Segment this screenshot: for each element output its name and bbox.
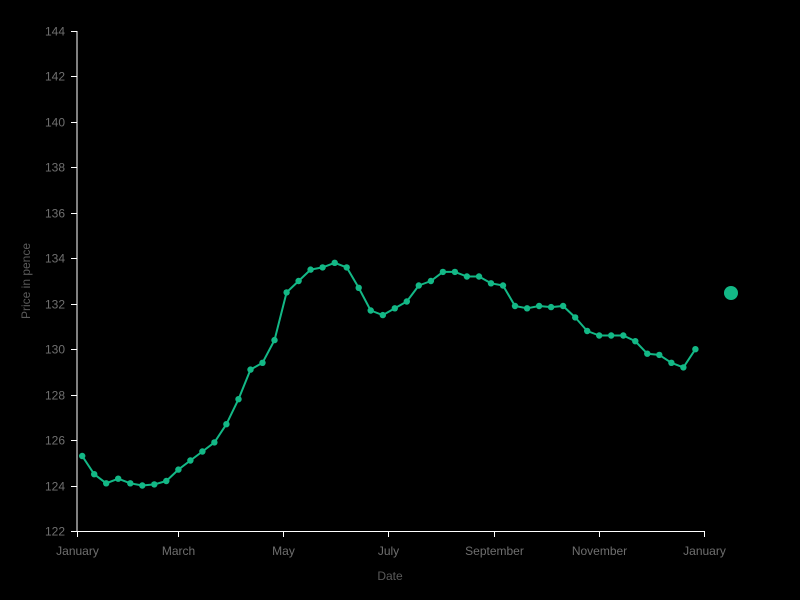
data-point (127, 480, 134, 487)
x-tick-label: January (683, 544, 726, 558)
data-point (319, 264, 326, 271)
data-point (632, 338, 639, 345)
y-axis-title: Price in pence (19, 243, 33, 319)
data-point (668, 359, 675, 366)
data-point (403, 298, 410, 305)
data-point (139, 482, 146, 489)
data-point (79, 452, 86, 460)
data-point (463, 273, 471, 280)
data-point (283, 289, 290, 296)
legend-marker (724, 286, 738, 300)
y-tick-label: 142 (45, 70, 65, 84)
data-point (620, 332, 627, 339)
data-point (271, 336, 278, 344)
data-point (475, 273, 483, 280)
y-tick-label: 140 (45, 116, 65, 130)
y-tick-label: 138 (45, 161, 65, 175)
y-tick-label: 122 (45, 525, 65, 539)
x-axis-title: Date (377, 569, 403, 583)
data-point (523, 305, 531, 312)
data-point (103, 480, 110, 487)
data-point (211, 439, 218, 446)
data-point (223, 421, 230, 428)
y-tick-label: 134 (45, 252, 65, 266)
data-point (535, 302, 543, 310)
data-point (163, 477, 170, 485)
data-point (247, 366, 254, 373)
x-tick-label: May (272, 544, 295, 558)
data-point (355, 284, 362, 291)
data-point (343, 264, 350, 271)
data-point (187, 457, 194, 464)
data-point (175, 466, 182, 473)
data-point (115, 475, 122, 482)
data-point (596, 332, 603, 339)
data-point (584, 327, 591, 335)
data-point (295, 277, 302, 285)
data-point (499, 282, 507, 289)
data-point (559, 302, 567, 310)
data-point (91, 471, 98, 478)
data-point (439, 268, 447, 276)
x-axis: January March May July September November Janu… (56, 531, 726, 558)
data-point (547, 303, 555, 311)
data-point (487, 280, 495, 287)
data-point (680, 364, 687, 371)
data-point (644, 350, 651, 357)
data-point (451, 268, 459, 276)
x-tick-label: July (378, 544, 399, 558)
data-point (367, 307, 374, 314)
legend (724, 286, 738, 300)
y-tick-label: 136 (45, 207, 65, 221)
data-point (379, 311, 386, 319)
y-axis: 122 124 126 128 130 132 134 136 138 140 142 144 (45, 25, 78, 539)
series-line (81, 261, 697, 487)
data-point (151, 481, 158, 488)
series-layer (79, 259, 699, 489)
data-point (692, 346, 699, 353)
data-point (427, 277, 435, 285)
data-point (572, 314, 579, 321)
data-point (259, 359, 266, 366)
y-tick-label: 128 (45, 389, 65, 403)
y-tick-label: 132 (45, 298, 65, 312)
data-point (199, 448, 206, 455)
y-tick-label: 144 (45, 25, 65, 39)
data-point (391, 305, 398, 312)
y-tick-label: 130 (45, 343, 65, 357)
y-tick-label: 124 (45, 480, 65, 494)
x-tick-label: November (572, 544, 627, 558)
data-point (307, 266, 314, 273)
data-point (235, 396, 242, 403)
x-tick-label: September (465, 544, 524, 558)
y-tick-label: 126 (45, 434, 65, 448)
x-tick-label: January (56, 544, 99, 558)
data-point (608, 332, 615, 339)
data-point (511, 302, 519, 310)
x-tick-label: March (162, 544, 195, 558)
data-point (656, 351, 663, 359)
data-point (415, 282, 422, 289)
data-point (331, 259, 338, 266)
